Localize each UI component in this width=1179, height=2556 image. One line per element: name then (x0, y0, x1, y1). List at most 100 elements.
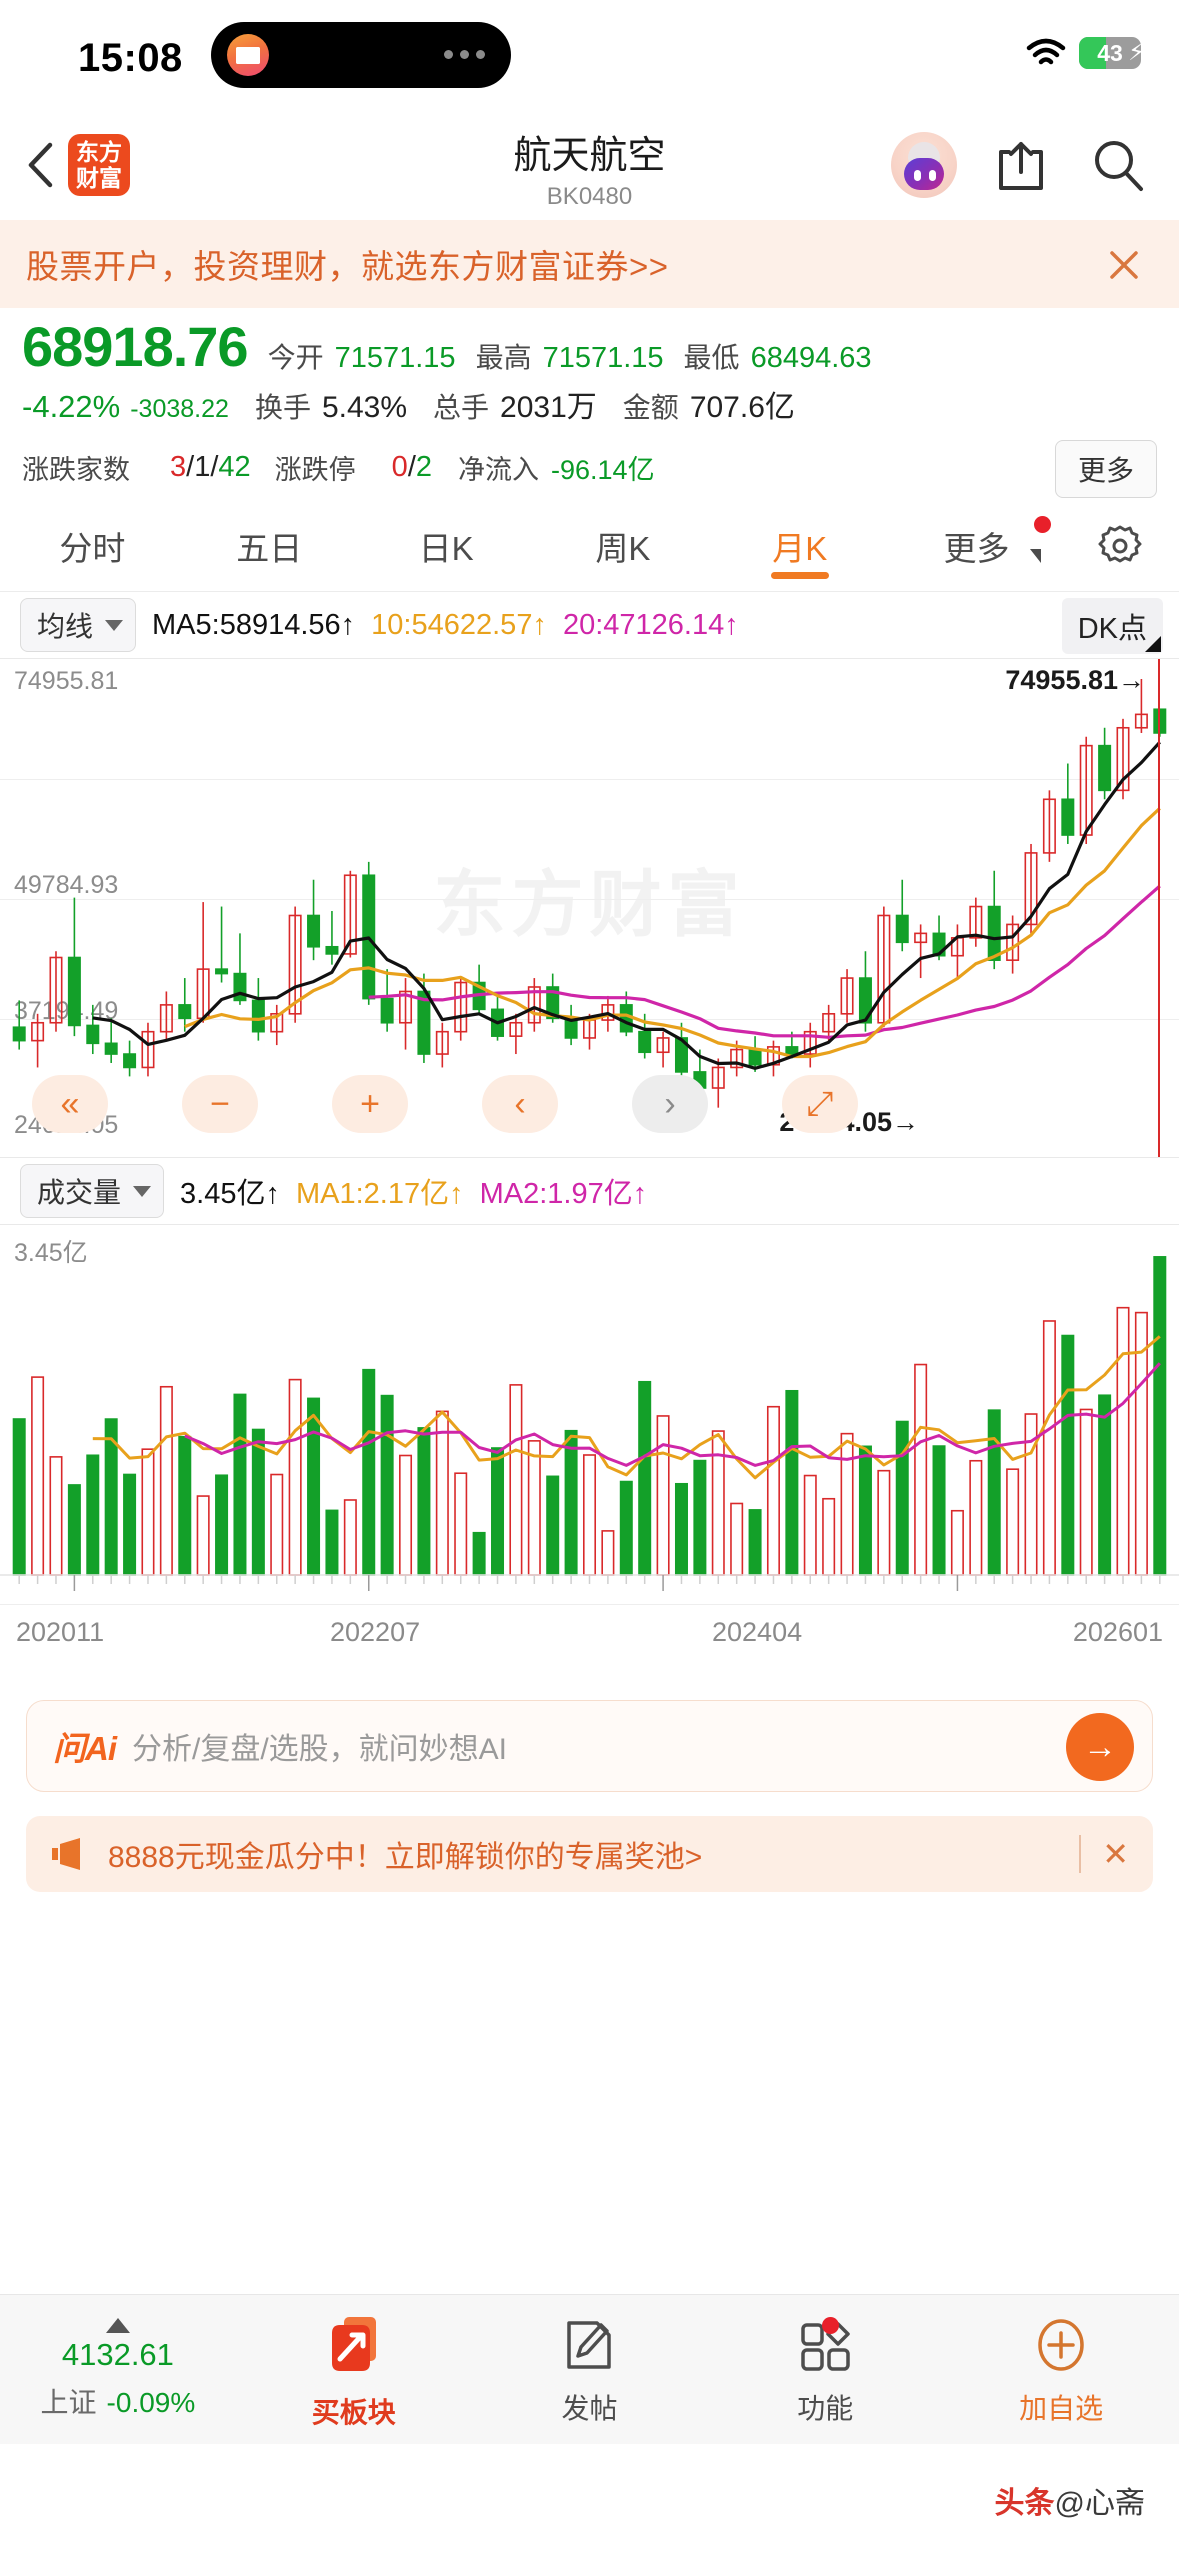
tab-label: 周K (595, 529, 651, 567)
nav-item-post[interactable]: 发帖 (472, 2295, 708, 2444)
last-price-tag-top: 74955.81→ (1005, 665, 1145, 695)
zoom-out-button[interactable]: − (182, 1075, 258, 1133)
tab-yuek[interactable]: 月K (711, 500, 888, 591)
turnover-value: 5.43% (321, 391, 408, 424)
dk-point-button[interactable]: DK点 (1061, 598, 1163, 654)
chevron-down-icon (133, 1185, 152, 1197)
change-absolute: -3038.22 (130, 395, 229, 423)
promo-banner[interactable]: 股票开户，投资理财，就选东方财富证券>> (0, 220, 1179, 308)
low-label: 最低 (683, 342, 740, 373)
limit-values: 0/2 (391, 450, 433, 483)
page-subtitle-code: BK0480 (546, 183, 633, 210)
date-axis: 202011 202207 202404 202601 (0, 1604, 1179, 1678)
reward-promo-text: 8888元现金瓜分中！立即解锁你的专属奖池> (108, 1841, 703, 1874)
volume-chart[interactable]: 3.45亿 (0, 1224, 1179, 1604)
scroll-right-button[interactable]: › (632, 1075, 708, 1133)
ellipsis-icon (444, 50, 485, 59)
index-value: 4132.61 (61, 2337, 174, 2372)
low-value: 68494.63 (750, 342, 872, 374)
turnover-cell: 换手 5.43% (255, 386, 407, 426)
brand-logo-line2: 财富 (76, 165, 122, 191)
date-label: 202404 (712, 1617, 803, 1647)
tab-more[interactable]: 更多 (888, 500, 1065, 591)
settings-button[interactable] (1065, 521, 1175, 571)
corner-marker-icon (1145, 636, 1161, 652)
ma-selector[interactable]: 均线 (20, 598, 137, 652)
kline-chart[interactable]: 东方财富 74955.81 49784.93 37194.49 24614.05… (0, 658, 1179, 1158)
netflow-label: 净流入 (458, 454, 540, 485)
volume-ma2: MA2:1.97亿↑ (479, 1178, 648, 1210)
reward-promo-bar[interactable]: 8888元现金瓜分中！立即解锁你的专属奖池> ✕ (26, 1816, 1153, 1892)
dk-point-label: DK点 (1077, 613, 1147, 645)
limit-down: 2 (415, 450, 433, 483)
tab-label: 五日 (236, 529, 303, 567)
amount-value: 707.6亿 (689, 391, 795, 424)
kline-canvas (12, 659, 1167, 1157)
ma20-value: 20:47126.14↑ (562, 608, 739, 641)
search-icon[interactable] (1089, 136, 1147, 194)
tab-label: 分时 (59, 529, 126, 567)
jump-first-button[interactable]: « (32, 1075, 108, 1133)
gear-icon (1098, 525, 1142, 562)
volume-value: 2031万 (500, 391, 597, 424)
volume-selector[interactable]: 成交量 (20, 1164, 165, 1218)
megaphone-icon (52, 1838, 80, 1870)
footer-text: 头条@心斋 (995, 2478, 1145, 2522)
quote-panel: 68918.76 今开 71571.15 最高 71571.15 最低 6849… (0, 308, 1179, 500)
close-icon[interactable] (1105, 246, 1143, 284)
nav-item-functions[interactable]: 功能 (707, 2295, 943, 2444)
volume-canvas (0, 1256, 1179, 1591)
volume-indicator-row: 成交量 3.45亿↑ MA1:2.17亿↑ MA2:1.97亿↑ (0, 1158, 1179, 1224)
date-label: 202207 (330, 1617, 421, 1647)
nav-label: 买板块 (311, 2396, 396, 2428)
date-label: 202601 (1072, 1617, 1163, 1647)
promo-banner-text: 股票开户，投资理财，就选东方财富证券>> (26, 248, 669, 285)
fullscreen-button[interactable]: ⤢ (782, 1075, 858, 1133)
ma-indicator-row: 均线 MA5:58914.56↑ 10:54622.57↑ 20:47126.1… (0, 592, 1179, 658)
notification-dot (1033, 516, 1051, 533)
breadth-label: 涨跌家数 (22, 454, 130, 485)
ai-search-bar[interactable]: 问Ai 分析/复盘/选股，就问妙想AI → (26, 1700, 1153, 1792)
open-label: 今开 (267, 342, 324, 373)
ai-search-section: 问Ai 分析/复盘/选股，就问妙想AI → (0, 1678, 1179, 1802)
more-button[interactable]: 更多 (1054, 440, 1157, 498)
ai-submit-button[interactable]: → (1066, 1713, 1134, 1781)
back-button[interactable] (22, 140, 62, 190)
tab-rik[interactable]: 日K (358, 500, 535, 591)
high-label: 最高 (475, 342, 532, 373)
chevron-down-icon (105, 619, 124, 631)
dynamic-island (211, 22, 511, 88)
tab-wuri[interactable]: 五日 (181, 500, 358, 591)
open-value: 71571.15 (334, 342, 456, 374)
index-name: 上证 (40, 2387, 97, 2418)
scroll-left-button[interactable]: ‹ (482, 1075, 558, 1133)
close-icon[interactable]: ✕ (1102, 1836, 1129, 1872)
price-axis-mid1: 49784.93 (14, 871, 119, 899)
volume-axis-top: 3.45亿 (14, 1239, 88, 1267)
nav-item-buy-sector[interactable]: 买板块 (236, 2295, 472, 2444)
brand-logo[interactable]: 东方 财富 (68, 134, 130, 196)
breadth-flat: 1 (194, 450, 211, 483)
quote-row-primary: 68918.76 今开 71571.15 最高 71571.15 最低 6849… (22, 318, 1157, 376)
tab-fenshi[interactable]: 分时 (4, 500, 181, 591)
volume-label: 总手 (433, 392, 490, 423)
footer-prefix: 头条 (994, 2487, 1055, 2520)
notification-dot (822, 2317, 840, 2334)
change-percent: -4.22% (22, 389, 121, 424)
nav-item-add-watchlist[interactable]: 加自选 (943, 2295, 1179, 2444)
tab-zhouk[interactable]: 周K (534, 500, 711, 591)
battery-percent: 43 (1097, 39, 1123, 66)
share-icon[interactable] (993, 136, 1049, 194)
nav-label: 功能 (797, 2392, 854, 2424)
volume-selector-label: 成交量 (37, 1177, 122, 1208)
limit-up: 0 (391, 450, 408, 483)
footer-handle: @心斋 (1054, 2487, 1145, 2520)
compose-icon (567, 2320, 612, 2369)
ai-logo: 问Ai (53, 1730, 117, 1767)
high-cell: 最高 71571.15 (476, 336, 664, 376)
price-axis-top: 74955.81 (14, 667, 119, 695)
quote-row-secondary: -4.22% -3038.22 换手 5.43% 总手 2031万 金额 707… (22, 382, 1157, 426)
index-widget[interactable]: 4132.61 上证 -0.09% (0, 2295, 236, 2444)
ai-robot-avatar[interactable] (891, 132, 957, 198)
zoom-in-button[interactable]: + (332, 1075, 408, 1133)
